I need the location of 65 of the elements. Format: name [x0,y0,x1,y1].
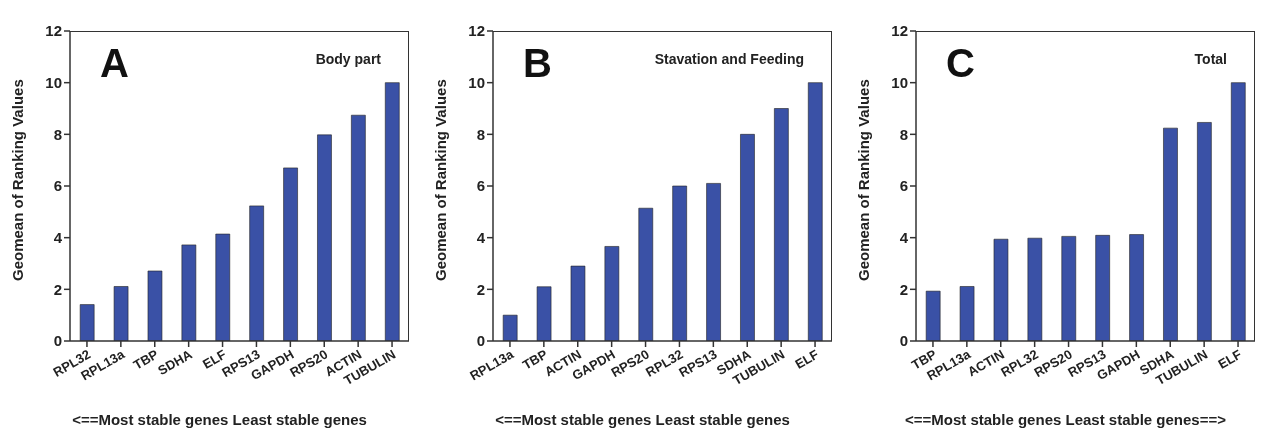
bar [993,238,1009,341]
y-tick-label: 0 [53,332,62,350]
text: Stavation and Feeding [654,51,804,67]
bar [79,304,95,341]
bar [147,270,163,341]
bar [283,167,298,341]
bar [502,314,518,341]
x-tick-label: ELF [792,346,822,372]
y-axis-title: Geomean of Ranking Values [855,79,873,281]
bar [706,183,721,341]
y-tick-label: 10 [45,73,62,91]
bar [1230,82,1246,341]
y-tick-label: 2 [899,280,908,298]
y-tick-label: 4 [53,228,63,246]
y-tick-label: 12 [468,22,485,40]
bar [1129,234,1144,341]
bar [774,108,789,341]
y-tick-label: 6 [476,177,485,195]
bar [215,233,231,341]
bar [1163,127,1178,341]
annotation: A [100,41,129,86]
y-tick-label: 0 [899,332,908,350]
bar [1197,122,1212,341]
y-axis-title: Geomean of Ranking Values [9,79,27,281]
bar [807,82,823,341]
y-tick-label: 12 [45,22,62,40]
y-tick-label: 0 [476,332,485,350]
bar [1095,235,1110,341]
bar [536,286,552,341]
bar [672,185,687,341]
bar [925,290,941,341]
y-tick-label: 2 [53,280,62,298]
y-axis-title: Geomean of Ranking Values [432,79,450,281]
bar [1027,237,1043,341]
y-tick-label: 8 [899,125,908,143]
y-tick-label: 6 [899,177,908,195]
y-tick-label: 10 [891,73,908,91]
y-tick-label: 8 [53,125,62,143]
annotation: B [523,41,552,86]
bar [638,207,654,341]
bar [1061,236,1077,341]
bar [351,114,366,341]
y-tick-label: 8 [476,125,485,143]
y-tick-label: 10 [468,73,485,91]
text: Total [1194,51,1227,67]
x-axis-title: <==Most stable genes Least stable genes==> [904,411,1227,428]
bar [249,205,264,341]
text: Body part [315,51,381,67]
annotation: C [946,41,975,86]
bar [604,246,620,341]
x-tick-label: ELF [1215,346,1245,372]
bar [959,286,975,341]
y-tick-label: 12 [891,22,908,40]
y-tick-label: 6 [53,177,62,195]
bar [181,244,197,341]
bar [113,286,129,341]
x-axis-title: <==Most stable genes Least stable genes [71,411,368,428]
y-tick-label: 2 [476,280,485,298]
y-tick-label: 4 [476,228,486,246]
bar [570,265,586,341]
bar [740,134,755,341]
bar [384,82,400,341]
bar [317,134,332,341]
x-axis-title: <==Most stable genes Least stable genes [494,411,791,428]
y-tick-label: 4 [899,228,909,246]
